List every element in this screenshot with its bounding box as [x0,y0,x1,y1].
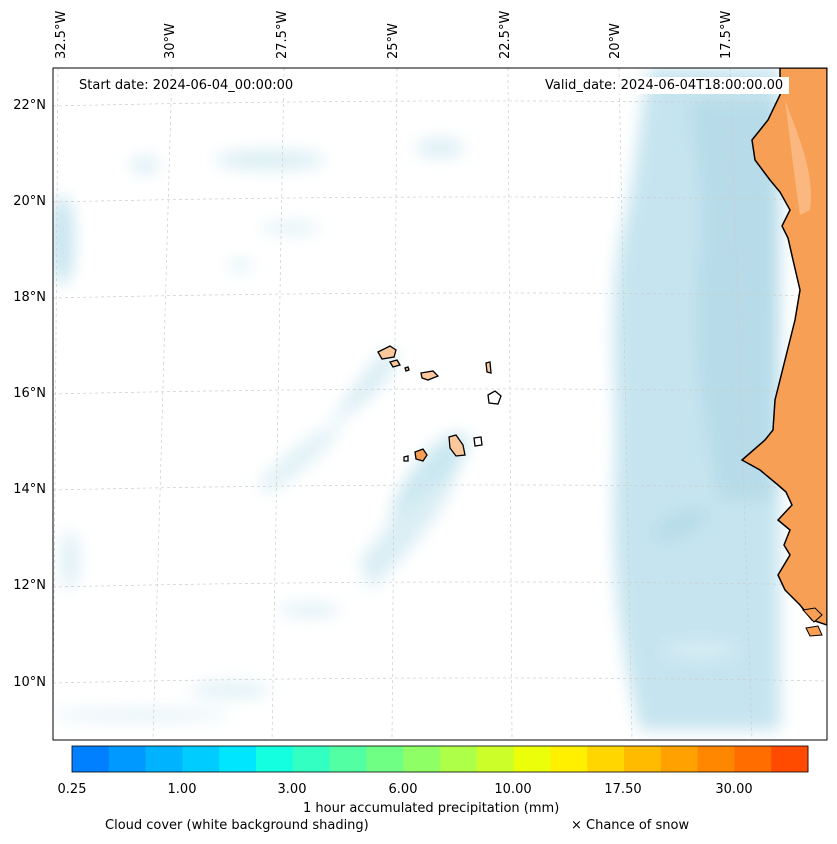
latitude-label: 12°N [13,578,46,593]
latitude-label: 20°N [13,194,46,209]
cape-verde-islands [377,345,502,462]
colorbar-tick-label: 3.00 [277,782,307,797]
colorbar-segment [108,746,147,772]
map-frame [52,67,828,741]
longitude-label: 32.5°W [54,10,69,59]
colorbar-segment [587,746,625,772]
colorbar-tick-label: 30.00 [715,782,753,797]
colorbar-tick-label: 1.00 [167,782,197,797]
colorbar-tick-label: 10.00 [494,782,532,797]
colorbar-segment [771,746,809,772]
latitude-label: 14°N [13,482,46,497]
colorbar-tick-label: 6.00 [388,782,418,797]
colorbar-segment [624,746,662,772]
longitude-label: 20°W [608,23,623,59]
colorbar-segment [329,746,367,772]
colorbar-title: 1 hour accumulated precipitation (mm) [303,801,560,816]
colorbar-segment [219,746,257,772]
colorbar-segment [182,746,220,772]
colorbar-border [71,745,809,773]
cloud-shading [53,68,780,730]
colorbar-segment [476,746,515,772]
colorbar-segment [660,746,699,772]
colorbar-segment [256,746,294,772]
valid-date-label: Valid_date: 2024-06-04T18:00:00.00 [539,77,790,94]
colorbar-tick-label: 0.25 [57,782,87,797]
latitude-label: 16°N [13,386,46,401]
colorbar-segment [366,746,404,772]
longitude-label: 27.5°W [275,10,290,59]
snow-caption: × Chance of snow [571,818,690,833]
colorbar-segment [513,746,551,772]
longitude-label: 22.5°W [498,10,513,59]
longitude-label: 25°W [386,23,401,59]
colorbar-segment [292,746,331,772]
latitude-label: 22°N [13,98,46,113]
longitude-label: 30°W [163,23,178,59]
latitude-label: 10°N [13,675,46,690]
colorbar-segment [697,746,735,772]
cloud-cover-caption: Cloud cover (white background shading) [105,818,369,833]
colorbar-segment [440,746,478,772]
colorbar-tick-label: 17.50 [604,782,642,797]
colorbar-segment [734,746,772,772]
start-date-label: Start date: 2024-06-04_00:00:00 [73,77,300,94]
colorbar-segment [403,746,441,772]
colorbar-segment [145,746,183,772]
colorbar [71,745,809,773]
map-gridlines [53,68,827,740]
longitude-label: 17.5°W [719,10,734,59]
colorbar-segment [550,746,588,772]
mainland-africa [740,68,827,637]
latitude-label: 18°N [13,290,46,305]
colorbar-segment [72,746,110,772]
